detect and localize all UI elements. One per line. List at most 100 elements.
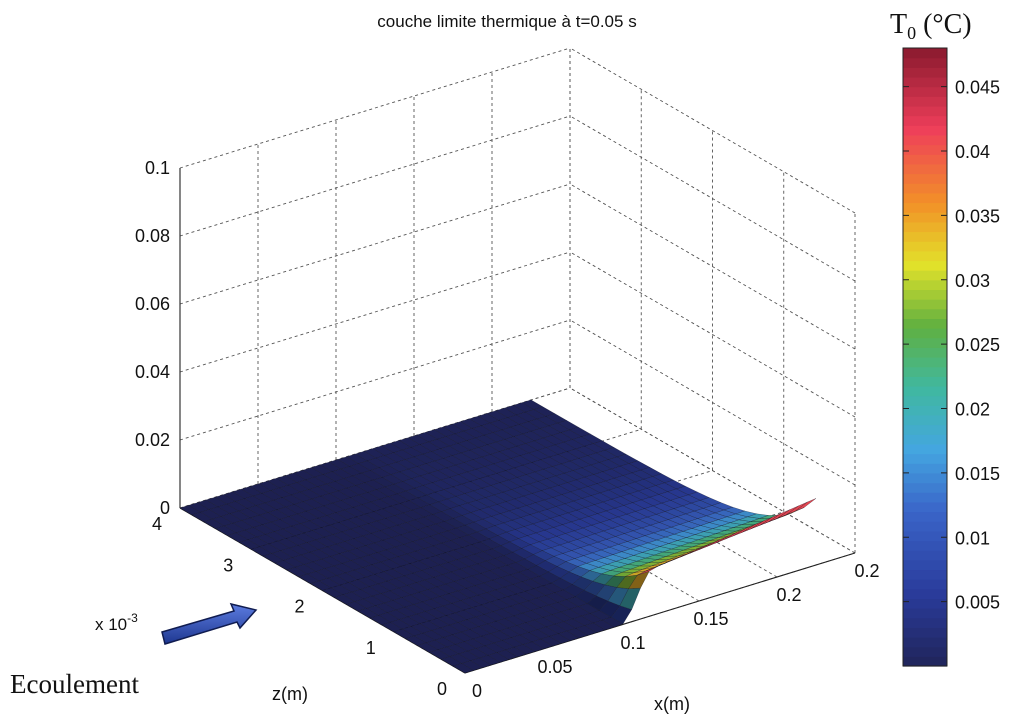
- colorbar-band: [903, 337, 947, 348]
- z-tick-label: 4: [152, 514, 162, 534]
- colorbar-band: [903, 76, 947, 88]
- colorbar-band: [903, 656, 947, 667]
- colorbar-band: [903, 540, 947, 551]
- colorbar-band: [903, 67, 947, 78]
- colorbar-band: [903, 86, 947, 97]
- colorbar-bands: [902, 47, 948, 667]
- grid-line-back: [179, 251, 571, 373]
- x-axis-label: x(m): [654, 694, 690, 714]
- x-tick-label: 0.2: [776, 585, 801, 605]
- colorbar-ticks: 0.005 0.01 0.015 0.02 0.025 0.03 0.035 0.04 0.04…: [903, 78, 1000, 613]
- z-exponent-power: -3: [127, 611, 138, 625]
- v-tick-label: 0.04: [135, 362, 170, 382]
- colorbar-frame: [902, 47, 948, 667]
- surface-facet: [795, 498, 817, 512]
- colorbar-band: [903, 96, 947, 107]
- colorbar-band: [903, 424, 947, 435]
- colorbar-band: [903, 328, 947, 339]
- colorbar-tick-label: 0.025: [955, 335, 1000, 355]
- colorbar-band: [903, 57, 947, 68]
- colorbar-band: [903, 125, 947, 136]
- colorbar-band: [903, 221, 947, 233]
- colorbar-band: [903, 134, 947, 146]
- flow-label: Ecoulement: [10, 669, 139, 699]
- v-tick-label: 0.06: [135, 294, 170, 314]
- colorbar-band: [903, 173, 947, 184]
- colorbar-title-main: T: [890, 9, 907, 40]
- z-tick-label: 3: [223, 555, 233, 575]
- v-tick-label: 0.02: [135, 430, 170, 450]
- flow-arrow-icon: [161, 602, 258, 645]
- z-tick-label: 0: [437, 679, 447, 699]
- z-exponent-base: x 10: [95, 615, 127, 634]
- colorbar-band: [903, 385, 947, 397]
- colorbar-band: [903, 144, 947, 155]
- colorbar-band: [903, 530, 947, 542]
- colorbar-title-sub: 0: [907, 23, 916, 43]
- colorbar-band: [903, 289, 947, 300]
- x-tick-label: 0: [472, 681, 482, 701]
- colorbar-band: [903, 550, 947, 561]
- colorbar-band: [903, 163, 947, 175]
- colorbar-band: [903, 366, 947, 377]
- colorbar-band: [903, 395, 947, 406]
- colorbar-band: [903, 270, 947, 281]
- colorbar-band: [903, 646, 947, 657]
- colorbar-title: T0 (°C): [890, 9, 972, 43]
- grid-line-back: [179, 115, 571, 237]
- colorbar-band: [903, 192, 947, 204]
- v-tick-label: 0.1: [145, 158, 170, 178]
- colorbar-tick-label: 0.03: [955, 271, 990, 291]
- colorbar-band: [903, 105, 947, 117]
- grid-line-back: [179, 183, 571, 305]
- colorbar-tick-label: 0.015: [955, 464, 1000, 484]
- tick-labels: 00.020.040.060.080.10123400.050.10.150.2…: [135, 158, 880, 701]
- colorbar-band: [903, 405, 947, 416]
- colorbar-band: [903, 48, 947, 59]
- colorbar-band: [903, 453, 947, 464]
- colorbar-band: [903, 231, 947, 242]
- colorbar-band: [903, 318, 947, 329]
- colorbar-band: [903, 279, 947, 291]
- colorbar-band: [903, 617, 947, 628]
- colorbar-band: [903, 115, 947, 126]
- colorbar-band: [903, 588, 947, 600]
- colorbar-band: [903, 250, 947, 262]
- colorbar-band: [903, 260, 947, 271]
- colorbar-band: [903, 308, 947, 319]
- colorbar-band: [903, 627, 947, 638]
- colorbar-band: [903, 492, 947, 503]
- colorbar-band: [903, 559, 947, 571]
- colorbar-band: [903, 376, 947, 387]
- colorbar-band: [903, 521, 947, 532]
- colorbar-band: [903, 463, 947, 474]
- chart-title: couche limite thermique à t=0.05 s: [377, 12, 636, 31]
- colorbar-band: [903, 154, 947, 165]
- grid-line-back: [179, 47, 571, 169]
- colorbar-band: [903, 212, 947, 223]
- colorbar-tick-label: 0.035: [955, 206, 1000, 226]
- colorbar-band: [903, 434, 947, 445]
- surface-facet: [786, 501, 808, 515]
- z-exponent-label: x 10-3: [95, 611, 138, 634]
- colorbar-band: [903, 202, 947, 213]
- colorbar-band: [903, 482, 947, 493]
- colorbar-band: [903, 183, 947, 194]
- colorbar-title-unit: (°C): [916, 9, 972, 40]
- x-tick-label: 0.05: [537, 657, 572, 677]
- colorbar-band: [903, 299, 947, 310]
- colorbar-band: [903, 598, 947, 609]
- colorbar-band: [903, 569, 947, 580]
- grid-line-back: [179, 319, 571, 441]
- colorbar-tick-label: 0.01: [955, 528, 990, 548]
- colorbar-band: [903, 241, 947, 252]
- colorbar-band: [903, 637, 947, 648]
- colorbar-band: [903, 472, 947, 484]
- v-tick-label: 0.08: [135, 226, 170, 246]
- colorbar-band: [903, 357, 947, 368]
- x-tick-label: 0.1: [620, 633, 645, 653]
- z-axis-label: z(m): [272, 684, 308, 704]
- colorbar-band: [903, 443, 947, 455]
- v-tick-label: 0: [160, 498, 170, 518]
